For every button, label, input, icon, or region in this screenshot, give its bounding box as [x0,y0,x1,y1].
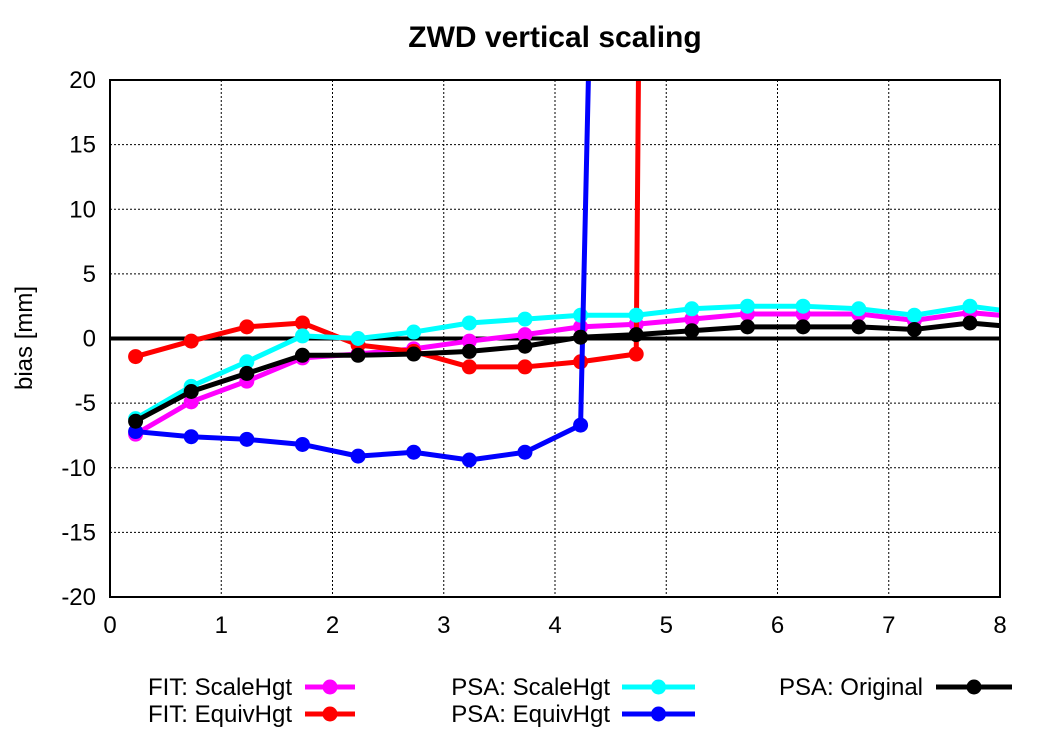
legend-item-3: PSA: EquivHgt [451,701,695,728]
data-point [795,319,811,335]
data-point [628,307,644,323]
data-point [350,347,366,363]
data-point [239,319,255,335]
chart-title: ZWD vertical scaling [408,21,701,54]
x-tick-label: 2 [326,612,339,639]
legend-item-2: PSA: ScaleHgt [451,674,695,701]
data-point [739,319,755,335]
data-point [406,346,422,362]
x-tick-label: 1 [215,612,228,639]
data-point [517,359,533,375]
data-point [517,311,533,327]
y-tick-label: 10 [69,196,96,223]
data-point [128,349,144,365]
data-point [461,315,477,331]
data-point [962,298,978,314]
data-point [739,298,755,314]
series-line [135,79,591,463]
data-point [294,328,310,344]
data-point [183,383,199,399]
data-point [406,324,422,340]
legend-swatch-point [322,706,338,722]
data-point [350,331,366,346]
y-tick-label: 5 [83,261,96,288]
series-3 [128,79,591,468]
y-tick-label: -15 [61,519,96,546]
data-point [239,354,255,370]
x-tick-label: 5 [660,612,673,639]
legend-label: FIT: EquivHgt [148,701,292,728]
data-point [461,333,477,349]
data-point [294,436,310,452]
data-point [294,347,310,363]
data-point [517,327,533,343]
legend-swatch-point [651,679,666,695]
data-point [183,333,199,349]
data-point [851,319,867,335]
data-point [573,329,589,345]
x-tick-label: 3 [437,612,450,639]
x-tick-label: 7 [882,612,895,639]
data-point [128,413,144,429]
series-line [134,310,1001,437]
data-point [517,444,533,460]
series-4 [128,315,1001,429]
data-point [461,343,477,359]
legend-label: PSA: EquivHgt [451,701,610,728]
data-point [684,301,700,317]
legend-item-1: FIT: EquivHgt [148,701,355,728]
legend-label: FIT: ScaleHgt [148,674,292,701]
tick-labels: 0 1 2 3 4 5 6 7 8 20 15 10 5 0 -5 -10 -15 -20 [61,67,1006,639]
y-axis-label: bias [mm] [11,286,38,390]
data-point [628,346,644,362]
series-layer [128,79,1001,468]
data-point [684,311,700,327]
y-tick-label: 20 [69,67,96,94]
data-point [962,315,978,331]
data-point [294,315,310,331]
x-tick-label: 4 [548,612,561,639]
legend-item-4: PSA: Original [779,674,1012,701]
data-point [183,429,199,445]
data-point [239,431,255,447]
plot-frame [109,79,1001,598]
y-tick-label: -20 [61,584,96,611]
data-point [461,452,477,468]
legend-label: PSA: Original [779,674,923,701]
legend-swatch-point [651,706,666,722]
data-point [906,307,922,323]
data-point [906,321,922,337]
data-point [851,301,867,317]
x-tick-label: 6 [771,612,784,639]
y-tick-label: 15 [69,132,96,159]
legend-swatch-point [322,679,338,695]
data-point [406,444,422,460]
series-line [134,79,641,370]
legend-label: PSA: ScaleHgt [451,674,610,701]
y-tick-label: 0 [83,326,96,353]
data-point [128,424,144,440]
data-point [684,323,700,339]
x-tick-label: 0 [103,612,116,639]
data-point [573,417,589,433]
data-point [795,298,811,314]
legend-item-0: FIT: ScaleHgt [148,674,355,701]
data-point [350,448,366,464]
x-tick-label: 8 [993,612,1006,639]
y-tick-label: -5 [75,390,96,417]
data-point [239,365,255,381]
data-point [517,338,533,354]
data-point [183,394,199,410]
y-tick-label: -10 [61,455,96,482]
data-point [628,327,644,343]
legend-swatch-point [966,679,982,695]
data-point [461,359,477,375]
